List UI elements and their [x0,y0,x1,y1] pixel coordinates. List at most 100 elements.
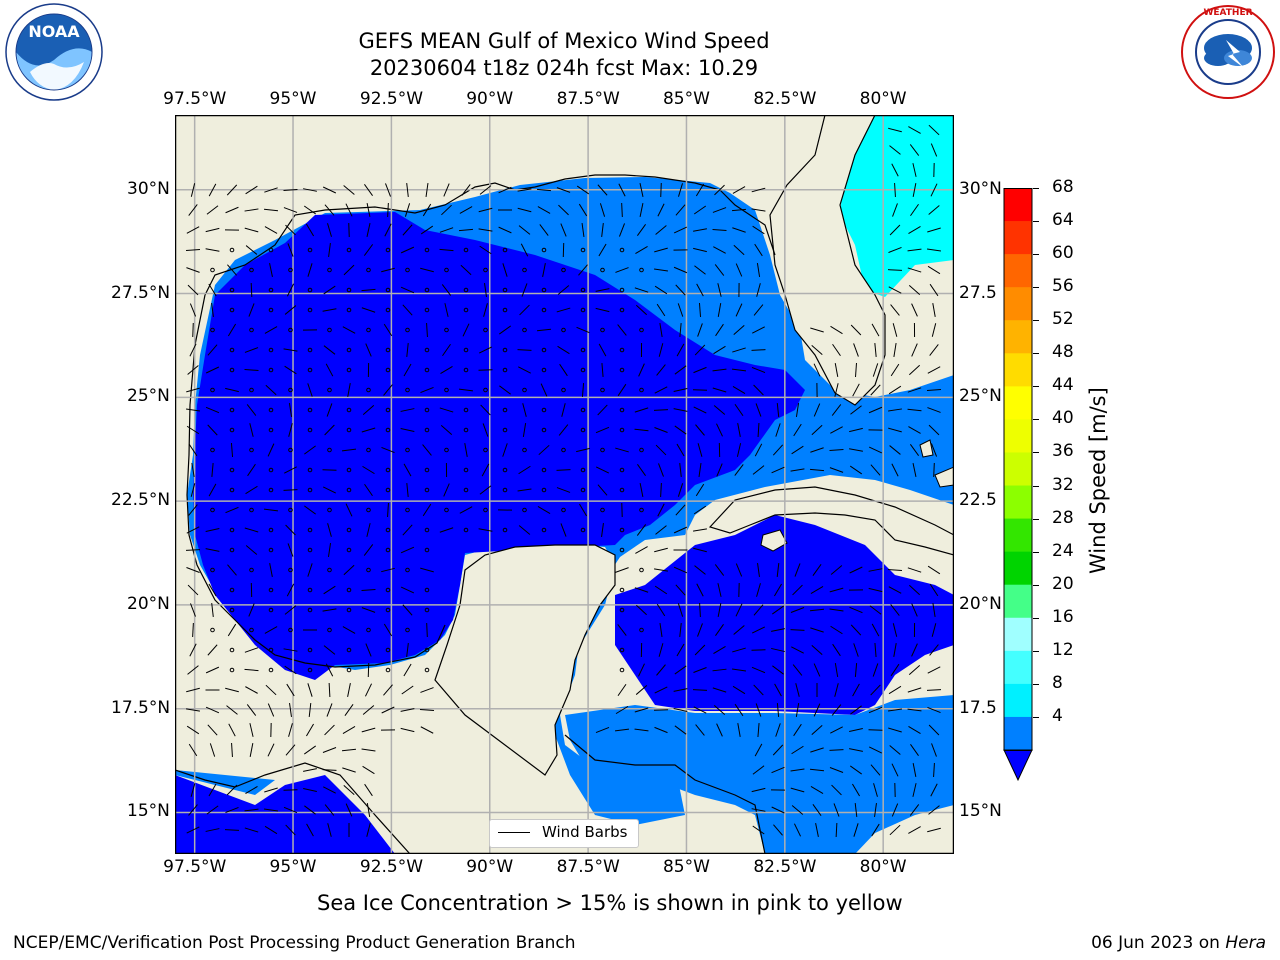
wind-barb [635,685,648,695]
wind-barb [673,408,688,412]
calm-barb [502,287,508,293]
wind-barb [712,668,727,672]
wind-barb [284,466,297,474]
wind-barb [695,724,705,736]
wind-barb [224,829,240,831]
wind-barb [792,584,803,596]
wind-barb [791,445,804,455]
calm-barb [541,247,547,253]
wind-barb [343,185,355,195]
wind-barb [342,326,356,334]
wind-barb [830,565,843,575]
map-legend: Wind Barbs [489,819,639,848]
wind-barb [657,203,665,217]
wind-barb [482,423,489,437]
calm-barb [424,647,430,653]
wind-barb [286,683,295,697]
calm-barb [405,627,410,633]
isla-juventud [760,529,788,552]
lon-label-bottom: 97.5°W [163,857,227,877]
wind-barb [347,383,351,397]
calm-barb [483,507,488,513]
wind-barb [188,443,198,457]
wind-barb [387,502,389,518]
wind-barb [286,283,295,297]
wind-barb [888,385,902,395]
wind-barb [813,363,821,377]
calm-barb [288,267,293,273]
wind-barb [364,683,373,697]
wind-barb [926,689,942,691]
wind-barb [327,543,332,557]
wind-barb [361,748,376,752]
wind-barb [753,684,764,696]
wind-barb [751,366,766,374]
calm-barb [502,427,508,433]
wind-barb [267,703,275,717]
calm-barb [580,307,586,313]
wind-barb [868,446,883,454]
wind-barb [185,248,201,252]
wind-barb [322,469,337,471]
wind-barb [556,307,571,313]
wind-barb [809,768,825,772]
wind-barb [326,403,333,417]
wind-barb [695,483,705,497]
wind-barb [190,183,196,197]
wind-barb [697,323,703,337]
wind-barb [264,226,278,234]
wind-barb [854,802,858,818]
wind-barb [324,804,335,816]
wind-barb [265,384,277,396]
wind-barb [186,567,200,573]
calm-barb [619,287,625,293]
wind-barb [400,286,415,294]
wind-barb [444,303,449,317]
wind-barb [693,505,707,515]
wind-barb [576,185,590,195]
wind-barb [205,406,220,414]
wind-barb [284,365,297,375]
calm-barb [444,447,449,453]
wind-barb [385,183,391,197]
wind-barb [226,705,238,715]
wind-barb [406,642,409,658]
wind-barb [868,706,883,714]
wind-barb [907,708,922,712]
colorbar-frame [1003,188,1033,751]
wind-barb [383,384,393,396]
wind-barb [874,642,877,658]
wind-barb [889,145,901,155]
calm-barb [385,407,391,413]
wind-barb [791,646,804,654]
wind-barb [364,184,373,196]
wind-barb [462,323,470,337]
calm-barb [366,447,371,453]
wind-barb [653,409,669,411]
wind-barb [734,464,744,476]
wind-barb [365,343,372,357]
calm-barb [385,427,391,433]
wind-barb [601,362,604,378]
wind-barb [868,746,883,754]
wind-barb [771,647,785,653]
wind-barb [595,726,610,734]
calm-barb [229,287,235,293]
calm-barb [385,667,391,673]
wind-barb [908,225,921,235]
wind-barb [731,208,747,212]
colorbar-tick-label: 24 [1052,540,1074,561]
lat-label-left: 22.5°N [111,490,171,511]
wind-barb [464,443,468,457]
wind-barb [578,264,588,276]
wind-barb [926,248,942,252]
calm-barb [463,527,469,533]
wind-barb [673,266,688,274]
wind-barb [247,463,256,477]
calm-barb [405,327,410,333]
wind-barb [519,304,530,316]
wind-barb [402,224,413,236]
lon-label-top: 97.5°W [163,89,227,109]
wind-barb [190,783,196,797]
wind-barb [677,483,684,497]
